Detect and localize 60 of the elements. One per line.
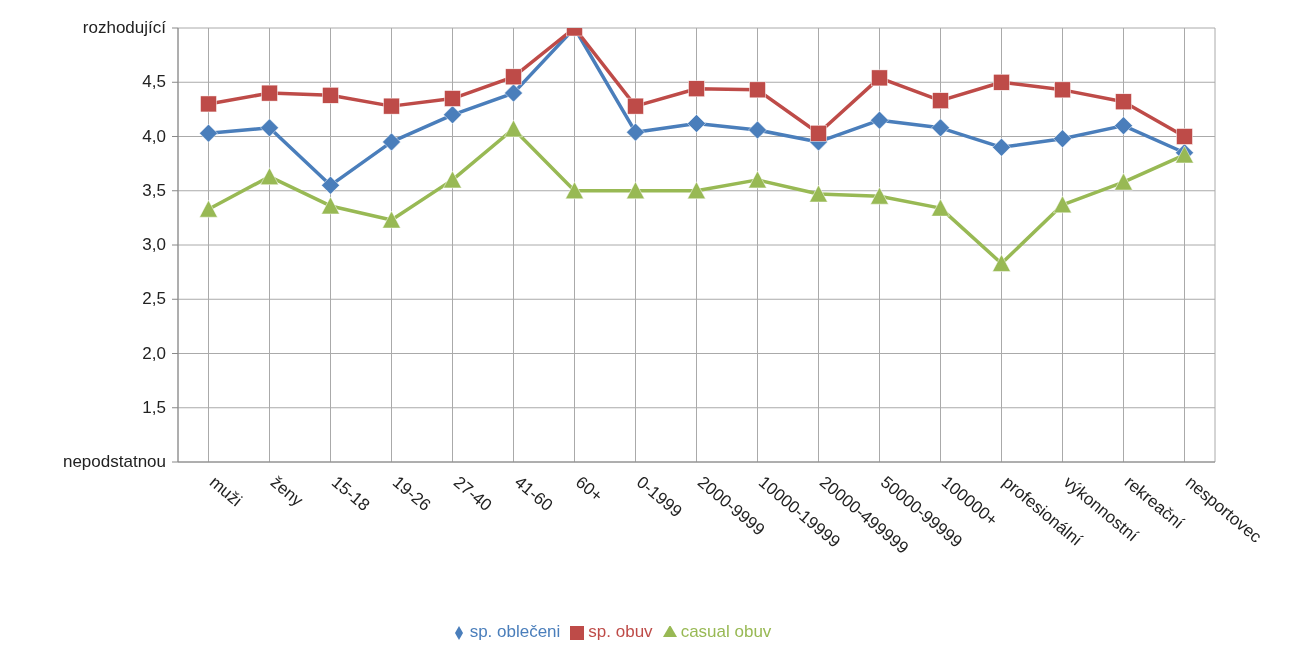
- point: [688, 80, 705, 98]
- point: [1114, 116, 1133, 135]
- point: [382, 210, 401, 229]
- point: [1053, 129, 1072, 148]
- point: [748, 170, 767, 189]
- point: [383, 97, 400, 115]
- point: [199, 123, 218, 143]
- legend-label: sp. oblečeni: [469, 622, 561, 641]
- point: [1176, 128, 1193, 145]
- point: [871, 69, 888, 87]
- point: [993, 74, 1010, 91]
- point: [199, 199, 218, 218]
- point: [1053, 195, 1072, 214]
- point: [444, 90, 461, 107]
- y-tick-label: 3,5: [142, 180, 166, 200]
- y-tick-label: 4,0: [142, 126, 166, 146]
- point: [626, 122, 645, 142]
- point: [443, 105, 462, 125]
- point: [992, 138, 1011, 157]
- point: [809, 184, 828, 203]
- point: [1054, 81, 1071, 99]
- point: [504, 83, 523, 103]
- y-tick-label: 4,5: [142, 72, 166, 92]
- point: [565, 181, 584, 199]
- y-tick-label: rozhodující: [82, 18, 167, 37]
- point: [321, 176, 340, 195]
- point: [505, 68, 522, 86]
- point: [870, 186, 889, 205]
- x-tick-label: 60+: [571, 472, 607, 506]
- point: [1115, 93, 1132, 111]
- point: [627, 97, 644, 115]
- x-tick-label: muži: [205, 472, 246, 511]
- point: [932, 92, 949, 109]
- point: [260, 118, 279, 138]
- point: [261, 84, 278, 102]
- y-tick-label: 2,5: [142, 289, 166, 309]
- point: [687, 181, 706, 199]
- point: [931, 118, 950, 138]
- y-tick-label: 2,0: [142, 343, 166, 363]
- point: [870, 110, 889, 130]
- point: [748, 120, 767, 140]
- y-tick-label: 3,0: [142, 235, 166, 254]
- y-tick-label: nepodstatnou: [62, 452, 166, 471]
- point: [322, 87, 339, 104]
- y-tick-label: 1,5: [142, 397, 166, 417]
- point: [810, 125, 827, 142]
- point: [749, 81, 766, 99]
- point: [200, 95, 217, 113]
- point: [931, 198, 950, 217]
- point: [321, 196, 340, 215]
- legend-label: casual obuv: [680, 622, 772, 641]
- point: [992, 254, 1011, 272]
- point: [260, 167, 279, 185]
- point: [382, 132, 401, 152]
- point: [687, 114, 706, 133]
- point: [1114, 172, 1133, 191]
- point: [443, 170, 462, 189]
- point: [626, 181, 645, 199]
- legend-label: sp. obuv: [588, 622, 653, 641]
- point: [504, 119, 523, 138]
